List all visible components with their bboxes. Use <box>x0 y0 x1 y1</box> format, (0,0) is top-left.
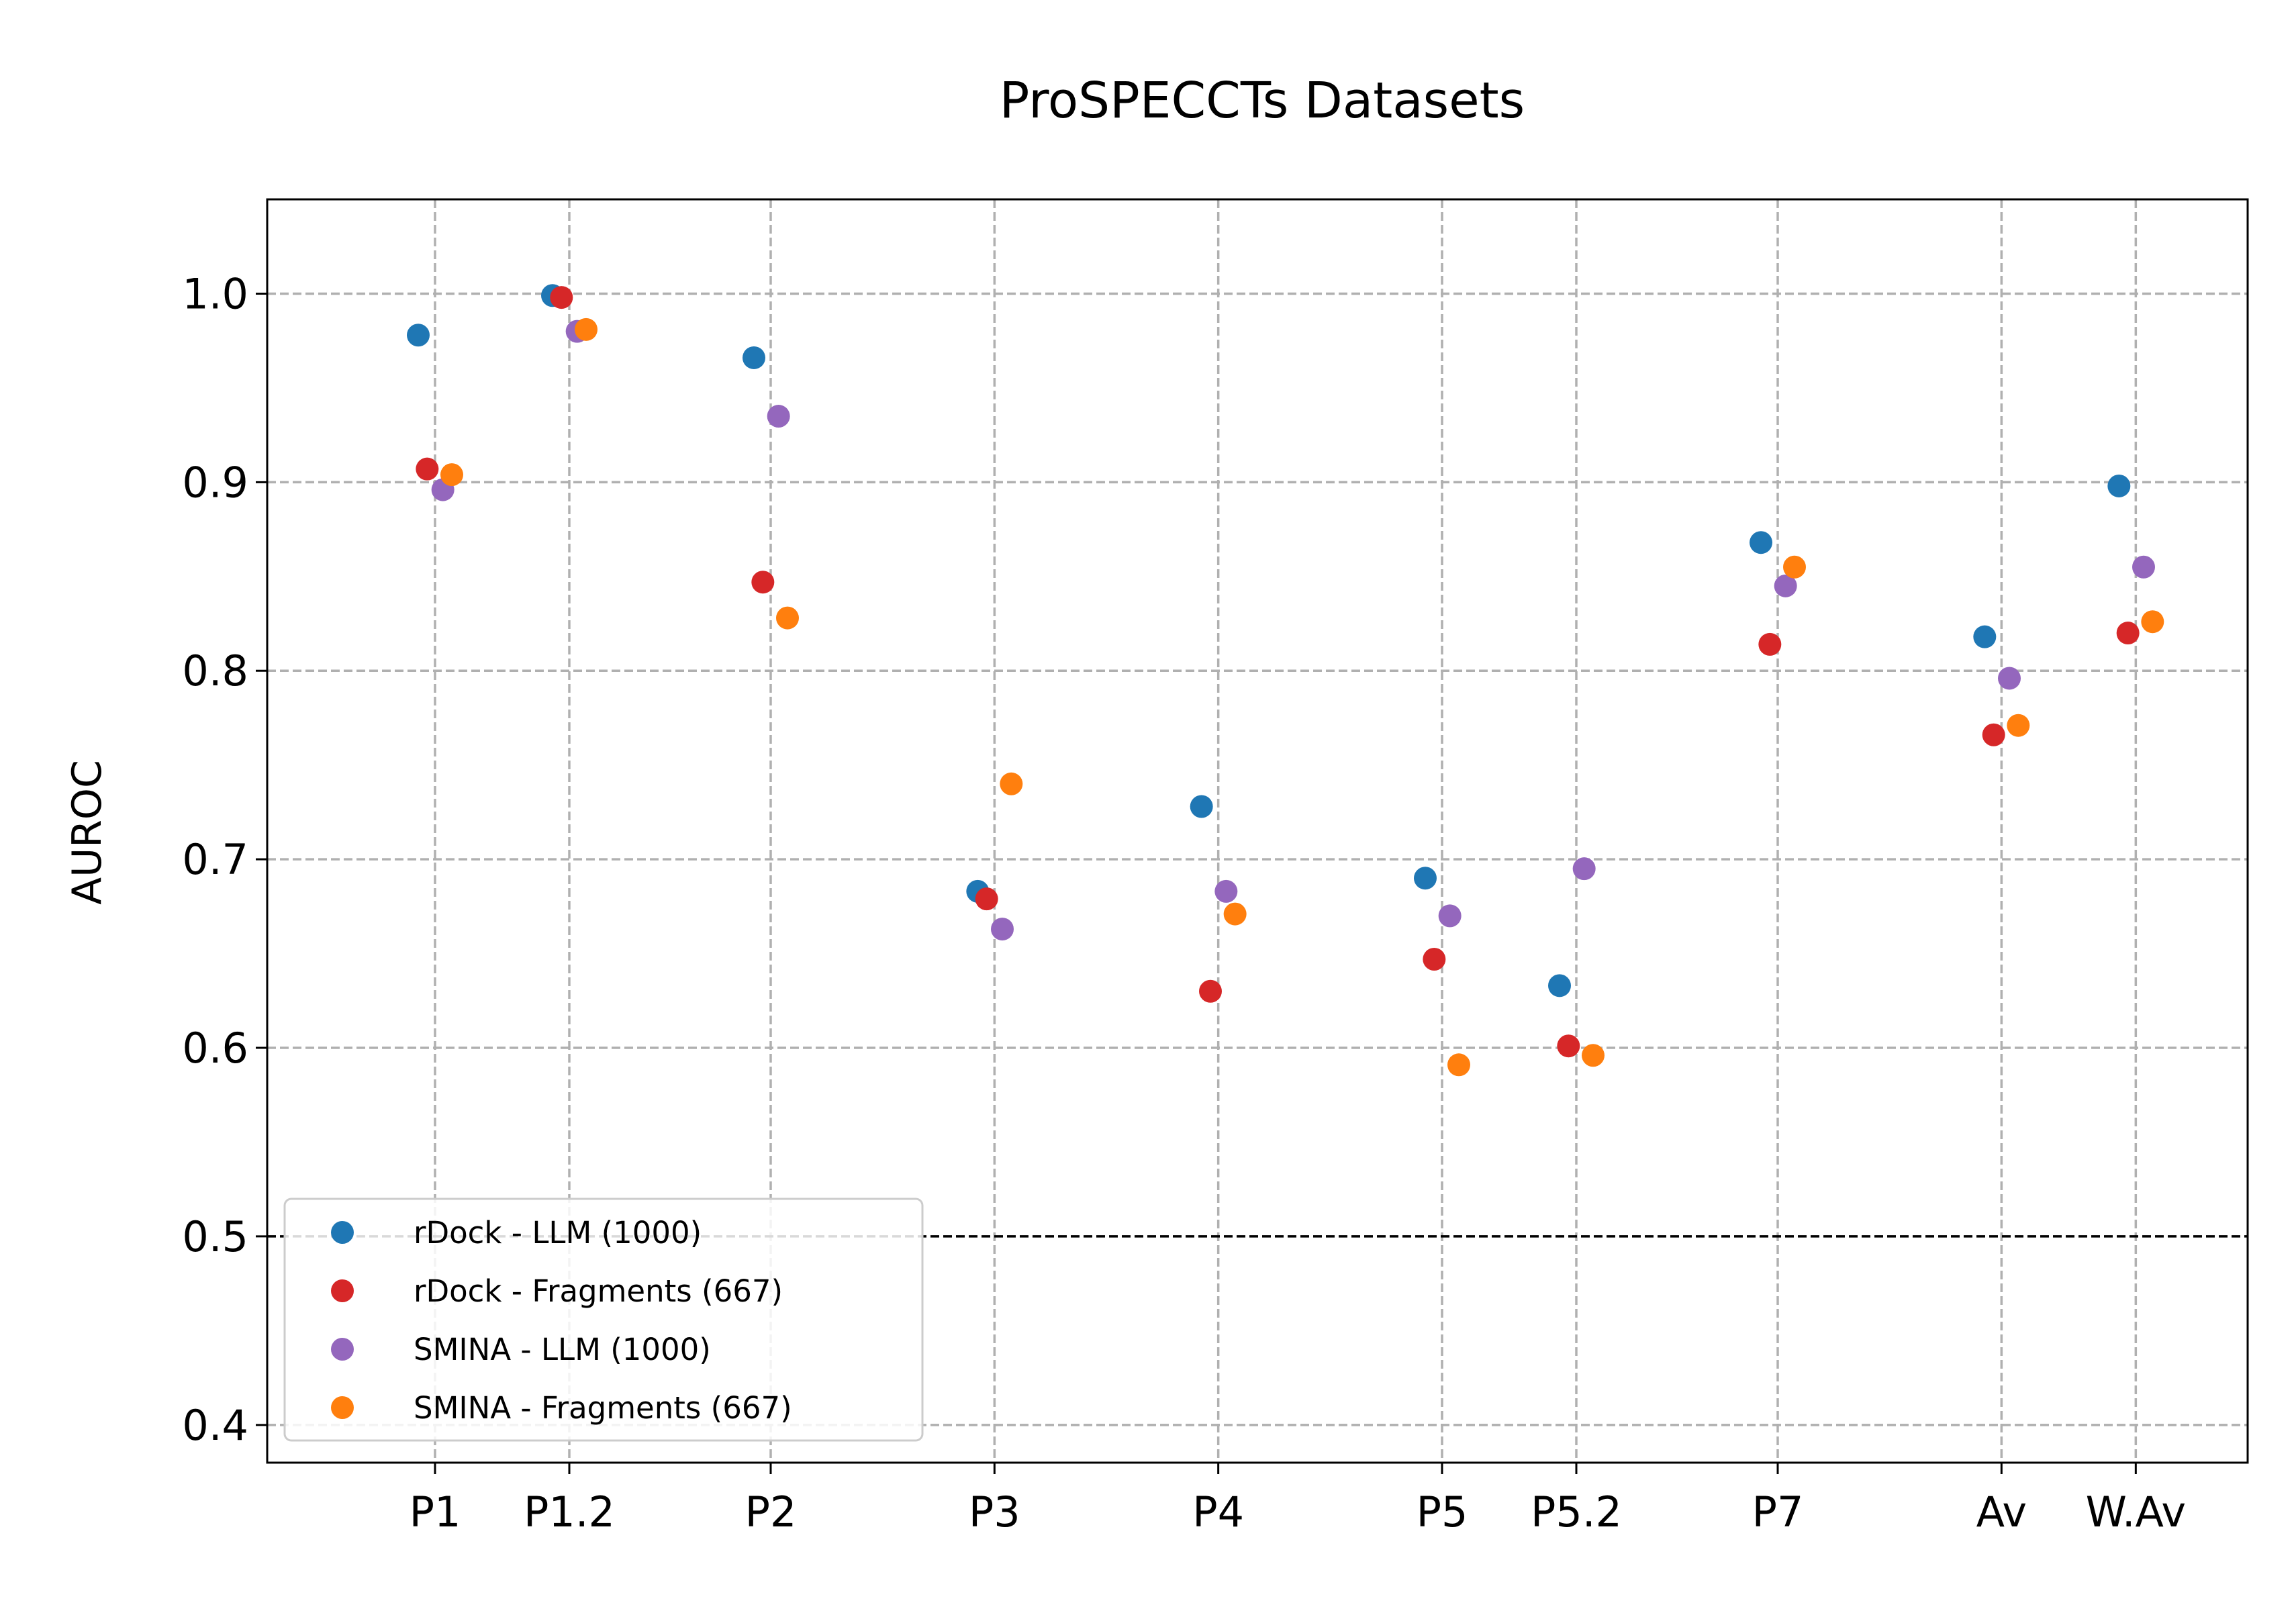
x-tick-label: P3 <box>969 1487 1020 1536</box>
y-axis-label: AUROC <box>64 760 111 905</box>
data-point <box>1447 1053 1470 1077</box>
data-point <box>1758 632 1782 656</box>
y-tick-label: 0.7 <box>182 835 248 884</box>
x-tick-label: P7 <box>1752 1487 1804 1536</box>
data-point <box>1548 974 1571 997</box>
legend-marker <box>331 1279 354 1302</box>
data-point <box>1750 531 1772 554</box>
data-point <box>2116 622 2140 645</box>
data-point <box>407 324 430 347</box>
data-point <box>2132 555 2155 579</box>
y-tick-label: 0.9 <box>182 458 248 507</box>
data-point <box>776 606 799 630</box>
x-tick-label: P5 <box>1417 1487 1468 1536</box>
legend-marker <box>331 1396 354 1419</box>
legend-label: rDock - Fragments (667) <box>414 1273 783 1309</box>
data-point <box>1572 857 1596 881</box>
legend: rDock - LLM (1000) rDock - Fragments (667… <box>283 1198 924 1442</box>
data-point <box>1000 772 1023 795</box>
x-tick-label: P4 <box>1192 1487 1244 1536</box>
data-point <box>743 346 765 369</box>
legend-marker <box>331 1221 354 1244</box>
x-tick-label: P1.2 <box>524 1487 615 1536</box>
y-tick-label: 0.6 <box>182 1024 248 1073</box>
data-point <box>550 286 573 309</box>
data-point <box>1982 723 2005 746</box>
data-point <box>1438 904 1462 928</box>
data-point <box>767 405 790 428</box>
x-tick-label: Av <box>1976 1487 2027 1536</box>
data-point <box>1998 667 2021 690</box>
data-point <box>991 918 1014 941</box>
data-point <box>975 887 998 911</box>
data-point <box>440 463 463 487</box>
data-point <box>2107 474 2131 497</box>
data-point <box>1223 902 1247 926</box>
data-point <box>1199 979 1222 1003</box>
data-point <box>1423 948 1446 971</box>
data-point <box>1190 795 1213 818</box>
data-point <box>1774 574 1797 597</box>
data-point <box>1783 555 1806 579</box>
data-point <box>1414 867 1437 890</box>
data-point <box>1214 879 1238 903</box>
data-point <box>1557 1034 1580 1058</box>
data-point <box>1973 625 1997 648</box>
y-tick-label: 1.0 <box>182 269 248 318</box>
x-tick-label: W.Av <box>2086 1487 2186 1536</box>
data-point <box>575 318 597 341</box>
x-tick-label: P5.2 <box>1531 1487 1622 1536</box>
data-point <box>751 571 775 594</box>
y-tick-label: 0.5 <box>182 1212 248 1261</box>
chart-title: ProSPECCTs Datasets <box>1000 72 1525 130</box>
x-tick-label: P1 <box>410 1487 461 1536</box>
axis-ticks: P1 P1.2 P2 P3 P4 P5 P5.2 P7 Av W.Av 0.4 0.5 0.6 0.7 0.… <box>182 269 2186 1536</box>
legend-box <box>283 1198 924 1442</box>
plot-frame <box>266 198 2249 1464</box>
x-tick-label: P2 <box>745 1487 797 1536</box>
legend-label: SMINA - Fragments (667) <box>414 1390 792 1426</box>
legend-label: rDock - LLM (1000) <box>414 1215 702 1251</box>
legend-label: SMINA - LLM (1000) <box>414 1332 711 1367</box>
y-tick-label: 0.4 <box>182 1401 248 1450</box>
data-point <box>416 457 439 481</box>
y-tick-label: 0.8 <box>182 646 248 695</box>
data-point <box>2141 610 2164 634</box>
data-points <box>407 284 2164 1077</box>
legend-marker <box>331 1338 354 1361</box>
data-point <box>2007 714 2030 737</box>
data-point <box>1582 1044 1605 1067</box>
